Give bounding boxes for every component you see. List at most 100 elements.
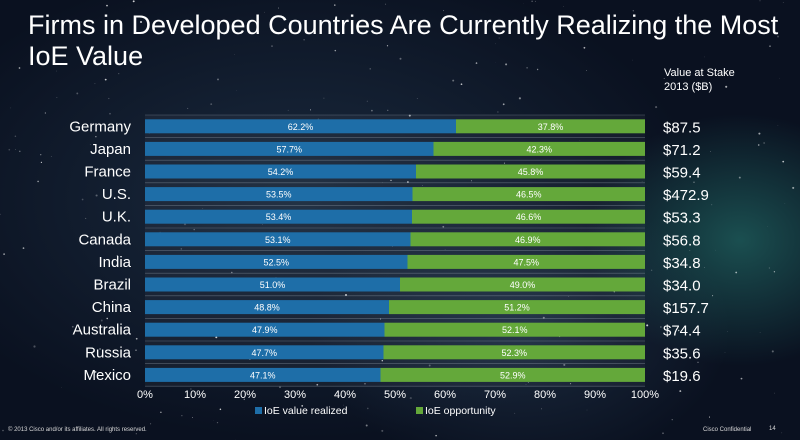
star bbox=[0, 213, 1, 216]
star bbox=[262, 224, 263, 225]
star bbox=[399, 57, 402, 60]
star bbox=[116, 255, 119, 257]
star bbox=[771, 350, 774, 353]
data-label-realized: 47.1% bbox=[250, 370, 276, 380]
star bbox=[534, 0, 536, 2]
star bbox=[219, 408, 222, 411]
category-label: Germany bbox=[69, 118, 131, 135]
star bbox=[394, 22, 396, 24]
star bbox=[222, 19, 225, 22]
star bbox=[135, 349, 137, 351]
star bbox=[187, 107, 189, 109]
star bbox=[234, 54, 235, 55]
star bbox=[632, 59, 633, 61]
category-label: U.K. bbox=[102, 209, 131, 226]
bar-opportunity bbox=[384, 322, 645, 337]
star bbox=[392, 246, 393, 247]
bar-realized bbox=[145, 209, 412, 224]
bar-opportunity bbox=[400, 277, 645, 292]
value-at-stake-label: $59.4 bbox=[663, 165, 701, 182]
star bbox=[264, 11, 265, 13]
star bbox=[679, 390, 682, 393]
star bbox=[777, 35, 779, 38]
data-label-opportunity: 47.5% bbox=[513, 257, 539, 267]
star bbox=[33, 345, 36, 348]
value-at-stake-label: $87.5 bbox=[663, 119, 701, 136]
bar-opportunity bbox=[383, 345, 645, 360]
star bbox=[531, 0, 533, 2]
value-at-stake-label: $35.6 bbox=[663, 345, 701, 362]
star bbox=[646, 324, 649, 327]
bar-realized bbox=[145, 254, 408, 269]
bar-realized bbox=[145, 322, 385, 337]
bar-realized bbox=[145, 277, 400, 292]
slide-title: Firms in Developed Countries Are Current… bbox=[28, 10, 779, 71]
star bbox=[365, 424, 368, 427]
star bbox=[386, 45, 389, 47]
star bbox=[711, 204, 713, 206]
data-label-realized: 57.7% bbox=[276, 144, 302, 154]
legend-label-realized: IoE value realized bbox=[264, 405, 348, 417]
star bbox=[343, 404, 344, 406]
bar-realized bbox=[145, 164, 416, 179]
star bbox=[416, 98, 418, 99]
star bbox=[428, 364, 431, 367]
star bbox=[505, 63, 508, 66]
star bbox=[76, 92, 79, 95]
star bbox=[94, 370, 97, 373]
star bbox=[65, 62, 66, 64]
star bbox=[364, 383, 366, 385]
star bbox=[444, 249, 446, 250]
star bbox=[118, 73, 120, 75]
bar-opportunity bbox=[412, 209, 645, 224]
star bbox=[301, 405, 304, 407]
legend-label-opportunity: IoE opportunity bbox=[425, 405, 496, 417]
star bbox=[81, 198, 84, 201]
data-label-realized: 53.5% bbox=[266, 190, 292, 200]
star bbox=[497, 111, 499, 113]
star bbox=[768, 267, 770, 269]
star bbox=[107, 167, 110, 170]
star bbox=[689, 250, 691, 252]
page-number: 14 bbox=[769, 426, 776, 432]
star bbox=[632, 10, 634, 12]
star bbox=[191, 416, 193, 418]
star bbox=[8, 148, 11, 151]
star bbox=[777, 125, 779, 126]
star bbox=[216, 422, 219, 424]
star bbox=[60, 47, 62, 49]
x-tick-label: 80% bbox=[534, 389, 556, 401]
star bbox=[334, 4, 336, 6]
category-label: Russia bbox=[85, 344, 132, 361]
star bbox=[193, 228, 195, 231]
x-tick-label: 100% bbox=[631, 389, 659, 401]
star bbox=[452, 79, 455, 82]
star bbox=[279, 386, 281, 389]
star bbox=[663, 77, 665, 80]
star bbox=[422, 414, 423, 416]
data-label-opportunity: 49.0% bbox=[510, 280, 536, 290]
star bbox=[763, 142, 765, 144]
star bbox=[37, 180, 39, 183]
star bbox=[708, 19, 710, 22]
star bbox=[563, 6, 564, 7]
star bbox=[18, 67, 21, 69]
star bbox=[381, 429, 384, 432]
star bbox=[343, 29, 345, 30]
star bbox=[215, 336, 218, 339]
x-tick-label: 10% bbox=[184, 389, 206, 401]
star bbox=[406, 181, 409, 183]
star bbox=[541, 408, 542, 410]
category-label: U.S. bbox=[102, 186, 131, 203]
data-label-realized: 47.9% bbox=[252, 325, 278, 335]
star bbox=[667, 327, 670, 330]
star bbox=[387, 109, 389, 111]
confidential-footer: Cisco Confidential bbox=[703, 427, 752, 433]
category-label: France bbox=[84, 164, 131, 181]
data-label-opportunity: 52.3% bbox=[501, 348, 527, 358]
bar-opportunity bbox=[412, 187, 645, 202]
star bbox=[704, 267, 706, 268]
star bbox=[271, 45, 273, 47]
star bbox=[10, 107, 12, 109]
star bbox=[725, 85, 728, 88]
